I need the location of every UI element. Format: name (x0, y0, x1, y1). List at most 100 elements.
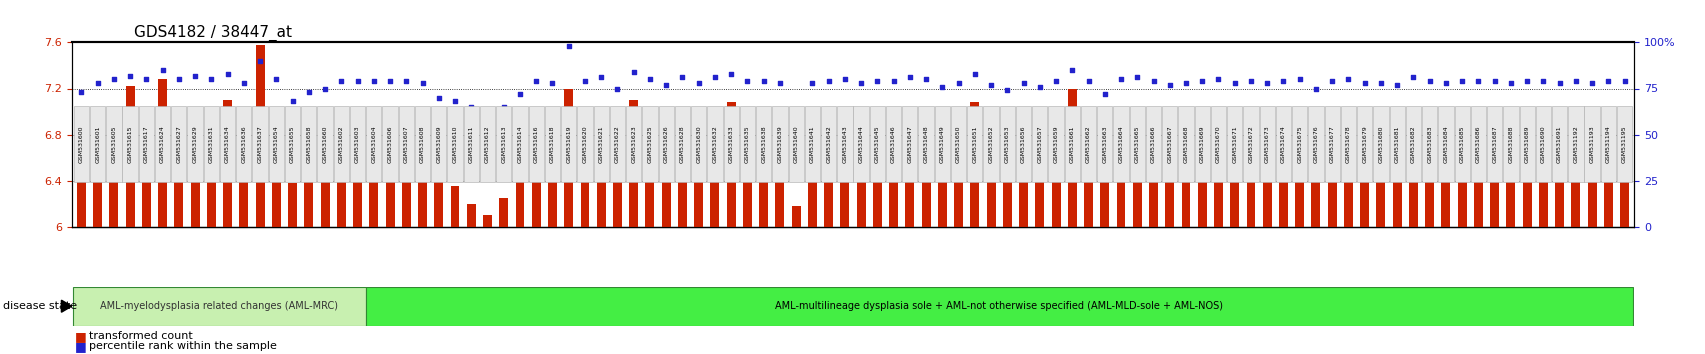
Point (312, 86, 339, 91)
FancyBboxPatch shape (447, 106, 462, 182)
FancyBboxPatch shape (1226, 106, 1241, 182)
Text: GSM531642: GSM531642 (825, 125, 830, 163)
Text: GSM531605: GSM531605 (111, 125, 116, 163)
FancyBboxPatch shape (220, 106, 235, 182)
FancyBboxPatch shape (917, 106, 933, 182)
Bar (303, 167, 314, 227)
Point (651, 82, 679, 88)
Bar (1182, 146, 1190, 227)
Text: GSM531626: GSM531626 (663, 125, 668, 163)
Text: GSM531651: GSM531651 (972, 125, 977, 163)
FancyBboxPatch shape (252, 106, 268, 182)
FancyBboxPatch shape (593, 106, 609, 182)
Text: GSM531645: GSM531645 (875, 125, 880, 163)
Point (1204, 76, 1231, 82)
FancyBboxPatch shape (740, 106, 755, 182)
FancyBboxPatch shape (788, 106, 803, 182)
Bar (159, 79, 167, 227)
Text: GSM531603: GSM531603 (355, 125, 360, 163)
Point (1124, 75, 1151, 80)
Bar (1003, 169, 1011, 227)
Point (992, 87, 1020, 93)
Text: GSM531661: GSM531661 (1069, 125, 1074, 163)
Bar (1523, 137, 1531, 227)
Bar (483, 215, 491, 227)
Point (1465, 78, 1492, 84)
Point (474, 113, 501, 119)
Text: GSM531690: GSM531690 (1540, 125, 1545, 163)
FancyBboxPatch shape (902, 106, 917, 182)
FancyBboxPatch shape (1146, 106, 1161, 182)
Text: percentile rank within the sample: percentile rank within the sample (89, 341, 276, 351)
Point (815, 78, 842, 84)
Text: GSM531641: GSM531641 (810, 125, 815, 163)
Bar (1018, 148, 1028, 227)
Bar (126, 86, 135, 227)
Point (1188, 78, 1216, 84)
Text: GSM531659: GSM531659 (1054, 125, 1057, 163)
Bar (953, 148, 963, 227)
Bar (1473, 137, 1482, 227)
Bar (580, 144, 590, 227)
Bar (288, 183, 297, 227)
Bar (1100, 171, 1108, 227)
Bar (970, 102, 979, 227)
Bar (1197, 137, 1205, 227)
Point (1286, 76, 1313, 82)
FancyBboxPatch shape (1049, 106, 1062, 182)
Text: GSM531656: GSM531656 (1021, 125, 1025, 163)
Point (701, 75, 728, 80)
Bar (1376, 144, 1384, 227)
Point (1366, 80, 1393, 86)
Text: GSM531623: GSM531623 (631, 125, 636, 163)
FancyBboxPatch shape (1243, 106, 1258, 182)
FancyBboxPatch shape (820, 106, 835, 182)
Point (945, 80, 972, 86)
Bar (174, 130, 182, 227)
Point (1333, 76, 1361, 82)
Bar (841, 125, 849, 227)
FancyBboxPatch shape (950, 106, 965, 182)
Bar (1035, 158, 1043, 227)
Bar (321, 158, 329, 227)
Point (1171, 80, 1199, 86)
Text: GSM531615: GSM531615 (128, 125, 133, 163)
FancyBboxPatch shape (155, 106, 170, 182)
Point (116, 73, 143, 79)
Point (750, 78, 777, 84)
Bar (1229, 148, 1238, 227)
FancyBboxPatch shape (512, 106, 527, 182)
Bar (709, 123, 720, 227)
FancyBboxPatch shape (1113, 106, 1129, 182)
Bar (742, 137, 752, 227)
Bar (759, 135, 767, 227)
Bar (1326, 135, 1337, 227)
Text: GSM531611: GSM531611 (469, 125, 474, 163)
Text: GSM531644: GSM531644 (858, 125, 863, 163)
Text: GSM531601: GSM531601 (95, 125, 101, 163)
Point (1594, 78, 1621, 84)
Point (554, 43, 581, 49)
Text: GSM531627: GSM531627 (176, 125, 181, 163)
Text: ■: ■ (75, 340, 87, 353)
Point (1529, 78, 1557, 84)
Bar (662, 152, 670, 227)
Text: GSM531671: GSM531671 (1231, 125, 1236, 163)
Text: GSM531679: GSM531679 (1361, 125, 1366, 163)
Text: GSM531681: GSM531681 (1395, 125, 1398, 163)
Bar (644, 129, 655, 227)
FancyBboxPatch shape (1422, 106, 1437, 182)
Text: transformed count: transformed count (89, 331, 193, 341)
Bar (500, 198, 508, 227)
Point (783, 110, 810, 115)
Point (360, 78, 387, 84)
Bar (856, 144, 864, 227)
Point (619, 69, 646, 75)
Bar (1441, 148, 1449, 227)
Point (1107, 76, 1134, 82)
Bar (1456, 135, 1466, 227)
Text: GSM531691: GSM531691 (1557, 125, 1562, 163)
Point (798, 80, 825, 86)
Bar (77, 167, 85, 227)
Text: GSM531610: GSM531610 (452, 125, 457, 163)
